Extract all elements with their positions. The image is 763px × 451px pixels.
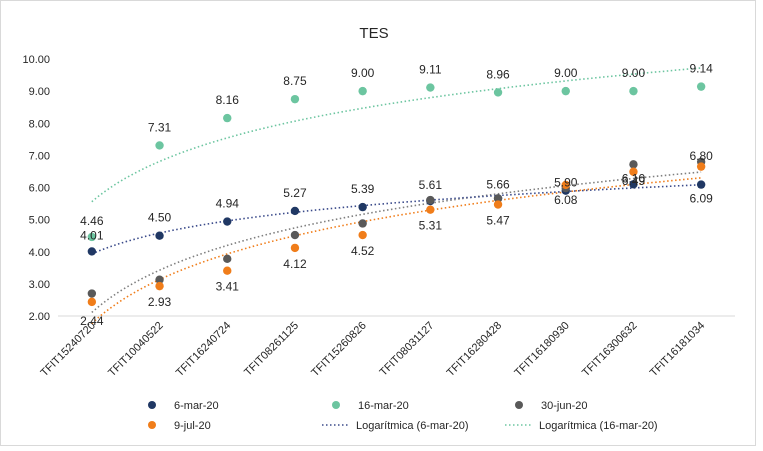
data-point-30-jun-20 <box>358 219 367 228</box>
data-label-30-jun-20: 5.61 <box>419 178 443 192</box>
legend-marker <box>515 401 523 409</box>
data-label-30-jun-20: 6.80 <box>689 149 713 163</box>
data-point-6-mar-20 <box>223 217 232 226</box>
data-label-9-jul-20: 2.44 <box>80 314 104 328</box>
data-label-9-jul-20: 6.49 <box>622 174 646 188</box>
data-point-9-jul-20 <box>493 200 503 209</box>
data-point-30-jun-20 <box>629 160 638 169</box>
trendline-6-mar-20 <box>91 184 702 255</box>
data-label-6-mar-20: 6.10 <box>622 171 646 185</box>
data-point-9-jul-20 <box>426 205 435 214</box>
data-label-6-mar-20: 5.39 <box>351 182 375 196</box>
chart-title: TES <box>359 25 388 42</box>
legend-label: 9-jul-20 <box>174 420 211 432</box>
data-label-30-jun-20: 5.66 <box>486 177 510 191</box>
data-label-6-mar-20: 4.01 <box>80 228 104 242</box>
legend-label: Logarítmica (6-mar-20) <box>356 420 468 432</box>
data-point-9-jul-20 <box>155 281 164 291</box>
data-label-16-mar-20: 9.00 <box>622 66 646 80</box>
data-label-6-mar-20: 5.27 <box>283 186 307 200</box>
legend-label: Logarítmica (16-mar-20) <box>539 420 658 432</box>
data-point-30-jun-20 <box>87 289 97 298</box>
data-point-6-mar-20 <box>87 247 97 256</box>
trendline-30-jun-20 <box>91 171 702 314</box>
chart-border <box>0 0 756 446</box>
data-point-6-mar-20 <box>358 202 367 212</box>
data-label-6-mar-20: 4.50 <box>148 211 172 225</box>
data-label-9-jul-20: 5.31 <box>419 219 443 233</box>
data-point-30-jun-20 <box>223 254 232 264</box>
trendline-9-jul-20 <box>91 177 702 324</box>
data-point-6-mar-20 <box>696 180 706 189</box>
y-tick-label: 4.00 <box>29 247 50 259</box>
data-label-9-jul-20: 3.41 <box>216 280 240 294</box>
data-point-6-mar-20 <box>629 180 638 189</box>
legend-label: 16-mar-20 <box>358 400 409 412</box>
data-point-30-jun-20 <box>493 194 503 203</box>
data-point-16-mar-20 <box>561 86 570 96</box>
legend-label: 30-jun-20 <box>541 400 587 412</box>
data-point-30-jun-20 <box>155 275 164 284</box>
data-point-9-jul-20 <box>696 162 706 171</box>
data-point-9-jul-20 <box>629 167 638 176</box>
data-label-9-jul-20: 6.08 <box>554 193 578 207</box>
data-point-16-mar-20 <box>290 94 300 104</box>
data-label-16-mar-20: 4.46 <box>80 214 104 228</box>
data-label-16-mar-20: 8.16 <box>216 93 240 107</box>
data-label-9-jul-20: 4.52 <box>351 244 375 258</box>
data-point-9-jul-20 <box>223 266 232 275</box>
y-tick-label: 10.00 <box>22 54 50 66</box>
data-point-16-mar-20 <box>223 113 232 123</box>
y-tick-label: 5.00 <box>29 215 50 227</box>
legend: 6-mar-20 16-mar-20 30-jun-20 9-jul-20 Logarí… <box>148 400 658 432</box>
data-label-16-mar-20: 9.14 <box>689 62 713 76</box>
data-label-6-mar-20: 4.94 <box>216 197 240 211</box>
data-label-16-mar-20: 9.00 <box>351 66 375 80</box>
y-tick-label: 8.00 <box>29 118 50 130</box>
data-point-9-jul-20 <box>87 297 97 307</box>
data-label-16-mar-20: 8.75 <box>283 74 307 88</box>
data-point-30-jun-20 <box>290 230 300 240</box>
legend-marker <box>332 401 340 409</box>
y-tick-label: 9.00 <box>29 86 50 98</box>
legend-marker <box>148 421 156 429</box>
data-label-16-mar-20: 7.31 <box>148 120 172 134</box>
data-point-16-mar-20 <box>87 232 97 242</box>
data-point-16-mar-20 <box>696 82 706 91</box>
y-tick-label: 3.00 <box>29 279 50 291</box>
data-point-16-mar-20 <box>155 141 164 150</box>
data-point-16-mar-20 <box>426 83 435 92</box>
y-tick-label: 7.00 <box>29 150 50 162</box>
data-point-9-jul-20 <box>290 243 300 253</box>
data-label-16-mar-20: 9.00 <box>554 66 578 80</box>
data-point-16-mar-20 <box>358 86 367 96</box>
data-point-9-jul-20 <box>358 230 367 240</box>
data-point-16-mar-20 <box>629 86 638 96</box>
data-label-9-jul-20: 4.12 <box>283 257 307 271</box>
data-point-6-mar-20 <box>290 206 300 216</box>
data-point-9-jul-20 <box>561 180 570 190</box>
data-label-16-mar-20: 8.96 <box>486 67 510 81</box>
legend-marker <box>148 401 156 409</box>
data-point-30-jun-20 <box>426 195 435 205</box>
y-tick-label: 2.00 <box>29 311 50 323</box>
y-tick-label: 6.00 <box>29 183 50 195</box>
data-label-6-mar-20: 5.90 <box>554 176 578 190</box>
trendline-16-mar-20 <box>91 67 702 203</box>
data-point-16-mar-20 <box>493 88 503 97</box>
data-point-6-mar-20 <box>155 231 164 240</box>
data-label-9-jul-20: 5.47 <box>486 214 510 228</box>
legend-label: 6-mar-20 <box>174 400 219 412</box>
data-label-16-mar-20: 9.11 <box>419 63 442 77</box>
data-label-9-jul-20: 2.93 <box>148 295 172 309</box>
data-label-6-mar-20: 6.09 <box>689 192 713 206</box>
